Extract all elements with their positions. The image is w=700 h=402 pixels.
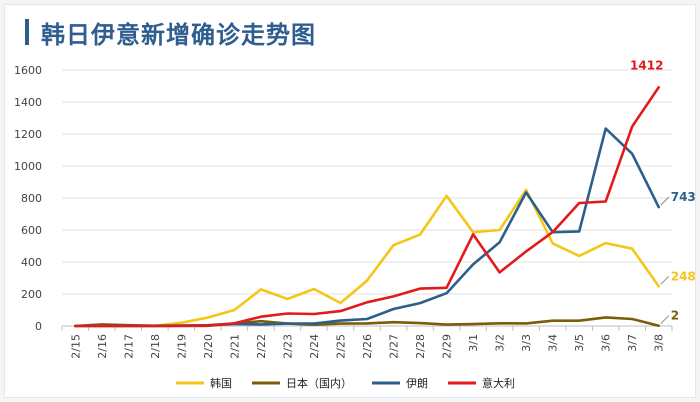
title-accent-bar — [25, 19, 29, 45]
series-line-2 — [74, 127, 661, 328]
x-tick-label: 3/3 — [520, 334, 533, 352]
x-tick-label: 2/20 — [202, 334, 215, 359]
series-line-0 — [74, 188, 661, 328]
end-label-leader — [660, 196, 670, 206]
end-label-value: 743 — [671, 190, 696, 204]
x-tick-label: 2/24 — [308, 334, 321, 359]
series-line-3 — [74, 86, 661, 328]
x-tick-label: 2/21 — [228, 334, 241, 359]
y-axis: 0 200 400 600 800 1000 1200 1400 1600 — [14, 64, 42, 333]
x-tick-label: 3/2 — [494, 334, 507, 352]
y-tick-label: 1200 — [14, 128, 42, 141]
title-row: 韩日伊意新增确诊走势图 — [25, 15, 316, 49]
x-tick-label: 2/27 — [388, 334, 401, 359]
x-tick-label: 2/18 — [149, 334, 162, 359]
x-tick-label: 3/7 — [626, 334, 639, 352]
y-tick-label: 200 — [21, 288, 42, 301]
y-tick-label: 400 — [21, 256, 42, 269]
x-tick-label: 2/17 — [122, 334, 135, 359]
end-label-value: 2 — [671, 309, 679, 323]
x-axis: 2/15 2/16 2/17 2/18 2/19 2/20 2/21 2/22 2/23 2/24… — [61, 326, 673, 359]
legend-label: 意大利 — [482, 376, 515, 390]
x-tick-label: 2/25 — [334, 334, 347, 359]
end-label-value: 248 — [671, 269, 696, 283]
y-tick-label: 0 — [35, 320, 42, 333]
legend: 韩国 日本（国内） 伊朗 意大利 — [176, 376, 515, 390]
end-label-leader — [660, 275, 670, 285]
x-tick-label: 3/5 — [573, 334, 586, 352]
x-tick-label: 2/28 — [414, 334, 427, 359]
chart-title: 韩日伊意新增确诊走势图 — [41, 20, 316, 49]
x-tick-label: 2/29 — [441, 334, 454, 359]
x-tick-label: 2/19 — [175, 334, 188, 359]
x-tick-label: 3/4 — [547, 334, 560, 352]
legend-label: 伊朗 — [406, 377, 428, 390]
x-tick-label: 2/23 — [281, 334, 294, 359]
y-tick-label: 1600 — [14, 64, 42, 77]
end-labels: 1412 743 248 2 — [630, 58, 696, 325]
x-tick-label: 2/26 — [361, 334, 374, 359]
series-lines — [74, 86, 661, 328]
x-tick-label: 3/8 — [653, 334, 666, 352]
x-tick-label: 3/1 — [467, 334, 480, 352]
y-tick-label: 1000 — [14, 160, 42, 173]
y-tick-label: 1400 — [14, 96, 42, 109]
y-tick-label: 600 — [21, 224, 42, 237]
end-label-leader — [660, 315, 670, 325]
x-tick-label: 2/22 — [255, 334, 268, 359]
x-tick-label: 2/15 — [69, 334, 82, 359]
x-tick-label: 2/16 — [96, 334, 109, 359]
end-label-value: 1412 — [630, 58, 663, 72]
legend-label: 日本（国内） — [286, 376, 352, 390]
legend-label: 韩国 — [210, 376, 232, 390]
grid-lines — [62, 69, 672, 327]
x-tick-label: 3/6 — [600, 334, 613, 352]
y-tick-label: 800 — [21, 192, 42, 205]
